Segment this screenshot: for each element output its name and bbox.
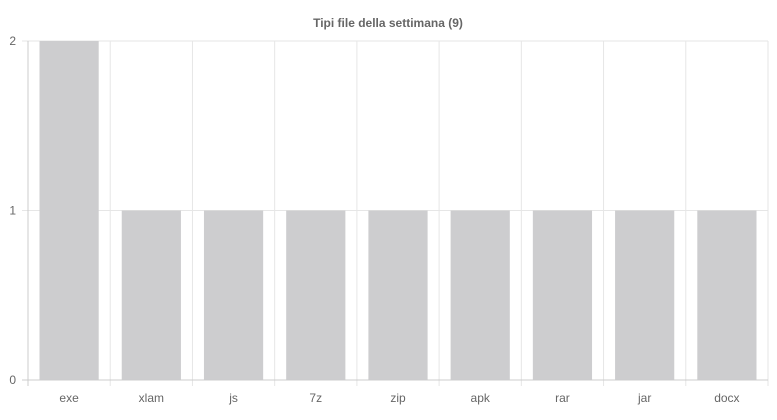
bar-apk[interactable] xyxy=(450,210,510,381)
x-tick-label-exe: exe xyxy=(59,391,79,405)
tick-labels: 0 1 2 exe xlam js 7z zip apk rar jar docx xyxy=(9,34,739,405)
y-tick-label-1: 1 xyxy=(9,204,16,218)
bar-docx[interactable] xyxy=(697,210,757,381)
axes xyxy=(22,41,768,386)
bar-jar[interactable] xyxy=(615,210,675,381)
x-tick-label-docx: docx xyxy=(714,391,739,405)
x-tick-label-rar: rar xyxy=(555,391,570,405)
bar-zip[interactable] xyxy=(368,210,428,381)
x-tick-label-zip: zip xyxy=(390,391,406,405)
bar-js[interactable] xyxy=(203,210,264,381)
y-tick-label-0: 0 xyxy=(9,373,16,387)
bar-7z[interactable] xyxy=(286,210,346,381)
bars xyxy=(39,41,757,381)
chart-title: Tipi file della settimana (9) xyxy=(313,16,463,30)
x-tick-label-7z: 7z xyxy=(309,391,322,405)
x-tick-label-apk: apk xyxy=(471,391,491,405)
x-tick-label-js: js xyxy=(228,391,238,405)
x-tick-label-xlam: xlam xyxy=(139,391,164,405)
bar-xlam[interactable] xyxy=(121,210,181,381)
bar-rar[interactable] xyxy=(532,210,593,381)
x-tick-label-jar: jar xyxy=(637,391,651,405)
bar-exe[interactable] xyxy=(39,41,99,380)
y-tick-label-2: 2 xyxy=(9,34,16,48)
